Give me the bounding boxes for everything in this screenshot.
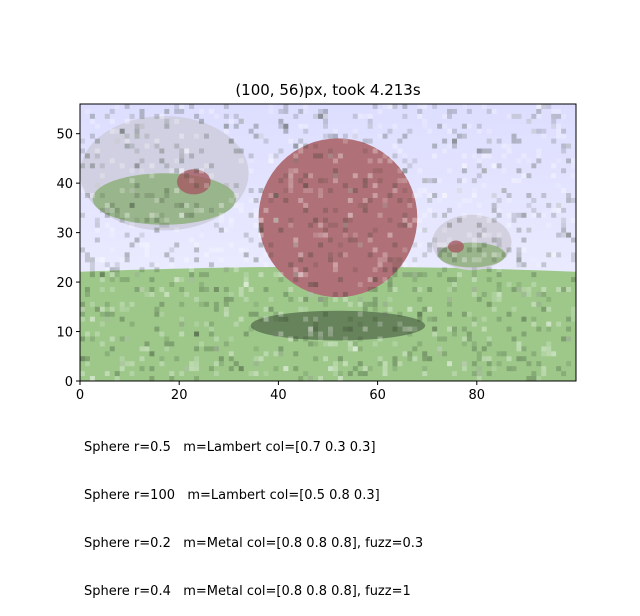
y-tick-label: 50 [56,128,73,143]
pixel-noise [80,104,576,381]
y-tick-label: 40 [56,177,73,192]
chart-figure: (100, 56)px, took 4.213s 0 20 40 60 80 0 10 20… [56,81,577,403]
x-tick-label: 20 [171,388,188,403]
y-tick-label: 10 [56,326,73,341]
contact-shadow [250,310,426,341]
x-tick-label: 0 [76,388,84,403]
y-tick-label: 0 [65,375,73,390]
scene-notes: Sphere r=0.5 m=Lambert col=[0.7 0.3 0.3]… [84,408,423,616]
chart-title: (100, 56)px, took 4.213s [235,81,421,99]
plot-frame [79,103,577,382]
scene-note-4: Sphere r=0.4 m=Metal col=[0.8 0.8 0.8], … [84,584,411,599]
x-tick-label: 40 [270,388,287,403]
metal-sphere-large [80,116,249,231]
lambert-sphere [258,138,418,298]
x-axis: 0 20 40 60 80 [76,381,485,403]
y-tick-label: 30 [56,227,73,242]
x-tick-label: 60 [369,388,386,403]
x-tick-label: 80 [469,388,486,403]
y-axis: 0 10 20 30 40 50 [56,128,80,390]
scene-note-1: Sphere r=0.5 m=Lambert col=[0.7 0.3 0.3] [84,440,376,455]
render-image [80,104,576,381]
scene-note-3: Sphere r=0.2 m=Metal col=[0.8 0.8 0.8], … [84,536,424,551]
metal-sphere-small [432,214,512,271]
y-tick-label: 20 [56,276,73,291]
scene-note-2: Sphere r=100 m=Lambert col=[0.5 0.8 0.3] [84,488,380,503]
